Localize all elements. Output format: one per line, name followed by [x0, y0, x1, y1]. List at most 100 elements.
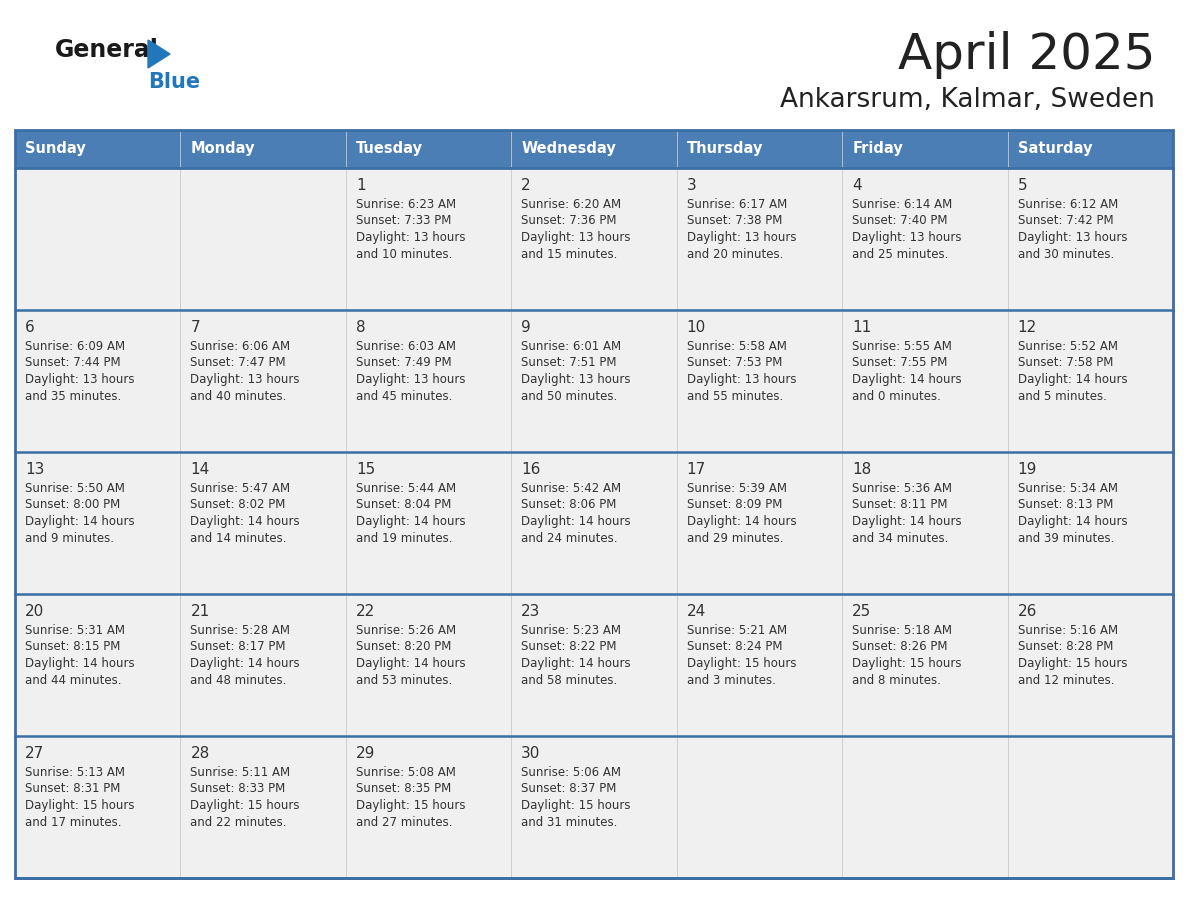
Text: 4: 4: [852, 178, 861, 193]
Text: Sunrise: 5:13 AM: Sunrise: 5:13 AM: [25, 766, 125, 779]
Text: Daylight: 14 hours: Daylight: 14 hours: [25, 657, 134, 670]
Text: and 20 minutes.: and 20 minutes.: [687, 248, 783, 261]
Text: Sunrise: 5:44 AM: Sunrise: 5:44 AM: [356, 482, 456, 495]
Text: Sunset: 8:20 PM: Sunset: 8:20 PM: [356, 641, 451, 654]
Bar: [15, 594, 1173, 736]
Text: and 40 minutes.: and 40 minutes.: [190, 389, 286, 402]
Text: Daylight: 13 hours: Daylight: 13 hours: [522, 231, 631, 244]
Text: and 53 minutes.: and 53 minutes.: [356, 674, 453, 687]
Text: Daylight: 14 hours: Daylight: 14 hours: [356, 657, 466, 670]
Text: and 45 minutes.: and 45 minutes.: [356, 389, 453, 402]
Text: Daylight: 15 hours: Daylight: 15 hours: [190, 799, 299, 812]
Text: Sunrise: 6:12 AM: Sunrise: 6:12 AM: [1018, 198, 1118, 211]
Text: 25: 25: [852, 604, 871, 619]
Text: and 0 minutes.: and 0 minutes.: [852, 389, 941, 402]
Text: and 35 minutes.: and 35 minutes.: [25, 389, 121, 402]
Text: Sunrise: 5:34 AM: Sunrise: 5:34 AM: [1018, 482, 1118, 495]
Text: Daylight: 13 hours: Daylight: 13 hours: [687, 231, 796, 244]
Text: Sunset: 8:04 PM: Sunset: 8:04 PM: [356, 498, 451, 511]
Text: 13: 13: [25, 462, 44, 477]
Text: Daylight: 15 hours: Daylight: 15 hours: [852, 657, 961, 670]
Text: and 17 minutes.: and 17 minutes.: [25, 815, 121, 829]
Text: Sunset: 8:02 PM: Sunset: 8:02 PM: [190, 498, 286, 511]
Text: and 27 minutes.: and 27 minutes.: [356, 815, 453, 829]
Text: April 2025: April 2025: [897, 31, 1155, 79]
Text: 7: 7: [190, 320, 200, 335]
Text: 23: 23: [522, 604, 541, 619]
Text: Sunrise: 6:23 AM: Sunrise: 6:23 AM: [356, 198, 456, 211]
Text: 1: 1: [356, 178, 366, 193]
Text: and 19 minutes.: and 19 minutes.: [356, 532, 453, 544]
Text: Daylight: 13 hours: Daylight: 13 hours: [1018, 231, 1127, 244]
Text: Daylight: 14 hours: Daylight: 14 hours: [25, 515, 134, 528]
Bar: [15, 310, 1173, 452]
Text: Daylight: 13 hours: Daylight: 13 hours: [356, 373, 466, 386]
Text: 29: 29: [356, 746, 375, 761]
Text: Sunset: 7:44 PM: Sunset: 7:44 PM: [25, 356, 121, 370]
Text: Thursday: Thursday: [687, 141, 763, 156]
Text: 14: 14: [190, 462, 209, 477]
Text: and 10 minutes.: and 10 minutes.: [356, 248, 453, 261]
Text: Sunset: 8:17 PM: Sunset: 8:17 PM: [190, 641, 286, 654]
Text: and 24 minutes.: and 24 minutes.: [522, 532, 618, 544]
Text: 16: 16: [522, 462, 541, 477]
Text: Sunset: 8:00 PM: Sunset: 8:00 PM: [25, 498, 120, 511]
Text: 26: 26: [1018, 604, 1037, 619]
Text: and 3 minutes.: and 3 minutes.: [687, 674, 776, 687]
Text: Sunrise: 6:20 AM: Sunrise: 6:20 AM: [522, 198, 621, 211]
Text: 27: 27: [25, 746, 44, 761]
Text: 19: 19: [1018, 462, 1037, 477]
Bar: [15, 130, 1173, 168]
Text: Daylight: 14 hours: Daylight: 14 hours: [852, 515, 962, 528]
Text: 2: 2: [522, 178, 531, 193]
Text: Sunrise: 5:39 AM: Sunrise: 5:39 AM: [687, 482, 786, 495]
Text: Sunrise: 5:58 AM: Sunrise: 5:58 AM: [687, 340, 786, 353]
Bar: [15, 452, 1173, 594]
Text: Daylight: 14 hours: Daylight: 14 hours: [522, 657, 631, 670]
Text: Sunrise: 6:14 AM: Sunrise: 6:14 AM: [852, 198, 953, 211]
Text: Daylight: 15 hours: Daylight: 15 hours: [1018, 657, 1127, 670]
Text: 20: 20: [25, 604, 44, 619]
Text: 6: 6: [25, 320, 34, 335]
Text: Daylight: 13 hours: Daylight: 13 hours: [522, 373, 631, 386]
Text: 11: 11: [852, 320, 871, 335]
Text: Sunset: 7:36 PM: Sunset: 7:36 PM: [522, 215, 617, 228]
Text: and 55 minutes.: and 55 minutes.: [687, 389, 783, 402]
Text: Daylight: 13 hours: Daylight: 13 hours: [852, 231, 961, 244]
Text: Sunrise: 5:28 AM: Sunrise: 5:28 AM: [190, 624, 290, 637]
Text: Sunrise: 5:06 AM: Sunrise: 5:06 AM: [522, 766, 621, 779]
Text: Sunrise: 5:26 AM: Sunrise: 5:26 AM: [356, 624, 456, 637]
Text: Sunrise: 5:16 AM: Sunrise: 5:16 AM: [1018, 624, 1118, 637]
Text: Sunset: 8:24 PM: Sunset: 8:24 PM: [687, 641, 782, 654]
Text: and 29 minutes.: and 29 minutes.: [687, 532, 783, 544]
Text: Sunrise: 5:36 AM: Sunrise: 5:36 AM: [852, 482, 952, 495]
Text: Sunset: 8:09 PM: Sunset: 8:09 PM: [687, 498, 782, 511]
Text: and 39 minutes.: and 39 minutes.: [1018, 532, 1114, 544]
Text: 8: 8: [356, 320, 366, 335]
Text: Sunrise: 6:17 AM: Sunrise: 6:17 AM: [687, 198, 786, 211]
Text: Sunset: 7:42 PM: Sunset: 7:42 PM: [1018, 215, 1113, 228]
Text: 21: 21: [190, 604, 209, 619]
Text: Sunset: 8:26 PM: Sunset: 8:26 PM: [852, 641, 948, 654]
Text: Sunset: 7:40 PM: Sunset: 7:40 PM: [852, 215, 948, 228]
Text: Daylight: 14 hours: Daylight: 14 hours: [522, 515, 631, 528]
Text: and 9 minutes.: and 9 minutes.: [25, 532, 114, 544]
Text: Daylight: 14 hours: Daylight: 14 hours: [190, 657, 301, 670]
Text: Daylight: 13 hours: Daylight: 13 hours: [687, 373, 796, 386]
Text: and 15 minutes.: and 15 minutes.: [522, 248, 618, 261]
Text: Daylight: 15 hours: Daylight: 15 hours: [25, 799, 134, 812]
Text: 24: 24: [687, 604, 706, 619]
Text: Daylight: 15 hours: Daylight: 15 hours: [356, 799, 466, 812]
Text: Sunrise: 5:11 AM: Sunrise: 5:11 AM: [190, 766, 291, 779]
Text: Sunrise: 5:23 AM: Sunrise: 5:23 AM: [522, 624, 621, 637]
Text: Sunset: 7:33 PM: Sunset: 7:33 PM: [356, 215, 451, 228]
Text: Sunset: 8:13 PM: Sunset: 8:13 PM: [1018, 498, 1113, 511]
Text: Monday: Monday: [190, 141, 255, 156]
Text: 3: 3: [687, 178, 696, 193]
Text: Daylight: 14 hours: Daylight: 14 hours: [356, 515, 466, 528]
Text: Sunrise: 5:47 AM: Sunrise: 5:47 AM: [190, 482, 291, 495]
Text: Sunrise: 5:50 AM: Sunrise: 5:50 AM: [25, 482, 125, 495]
Text: Daylight: 14 hours: Daylight: 14 hours: [1018, 373, 1127, 386]
Text: Daylight: 14 hours: Daylight: 14 hours: [687, 515, 796, 528]
Text: Sunrise: 5:42 AM: Sunrise: 5:42 AM: [522, 482, 621, 495]
